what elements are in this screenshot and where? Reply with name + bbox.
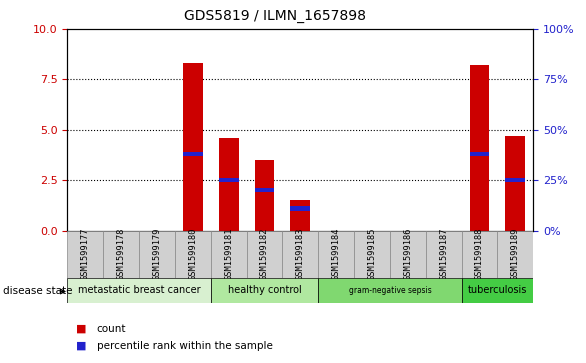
Bar [318, 231, 354, 278]
Bar [183, 152, 203, 156]
Text: GSM1599186: GSM1599186 [403, 228, 413, 280]
Text: GSM1599187: GSM1599187 [439, 228, 448, 280]
Bar [211, 231, 247, 278]
Bar [67, 278, 211, 303]
Text: GSM1599181: GSM1599181 [224, 228, 233, 280]
Bar [506, 136, 525, 231]
Text: metastatic breast cancer: metastatic breast cancer [78, 285, 200, 295]
Bar [282, 231, 318, 278]
Bar [291, 206, 310, 211]
Text: percentile rank within the sample: percentile rank within the sample [97, 340, 272, 351]
Text: GSM1599178: GSM1599178 [117, 228, 125, 280]
Text: GSM1599189: GSM1599189 [511, 228, 520, 280]
Text: disease state: disease state [3, 286, 73, 297]
Bar [462, 231, 498, 278]
Bar [255, 188, 274, 192]
Bar [469, 65, 489, 231]
Bar [211, 278, 318, 303]
Text: tuberculosis: tuberculosis [468, 285, 527, 295]
Text: gram-negative sepsis: gram-negative sepsis [349, 286, 431, 295]
Bar [247, 231, 282, 278]
Bar [139, 231, 175, 278]
Bar [354, 231, 390, 278]
Text: GSM1599177: GSM1599177 [81, 228, 90, 280]
Bar [498, 231, 533, 278]
Bar [103, 231, 139, 278]
Text: GSM1599179: GSM1599179 [152, 228, 162, 280]
Text: ■: ■ [76, 323, 87, 334]
Bar [318, 278, 462, 303]
Bar [175, 231, 211, 278]
Bar [219, 138, 239, 231]
Bar [291, 200, 310, 231]
Text: GSM1599184: GSM1599184 [332, 228, 340, 280]
Text: ■: ■ [76, 340, 87, 351]
Text: healthy control: healthy control [227, 285, 301, 295]
Bar [462, 278, 533, 303]
Text: GSM1599188: GSM1599188 [475, 228, 484, 280]
Bar [390, 231, 426, 278]
Text: count: count [97, 323, 126, 334]
Text: GSM1599183: GSM1599183 [296, 228, 305, 280]
Bar [469, 152, 489, 156]
Text: GSM1599182: GSM1599182 [260, 228, 269, 280]
Text: GSM1599185: GSM1599185 [367, 228, 376, 280]
Bar [506, 178, 525, 182]
Bar [67, 231, 103, 278]
Text: GSM1599180: GSM1599180 [188, 228, 197, 280]
Bar [219, 178, 239, 182]
Bar [183, 63, 203, 231]
Text: GDS5819 / ILMN_1657898: GDS5819 / ILMN_1657898 [185, 9, 366, 23]
Bar [255, 160, 274, 231]
Bar [426, 231, 462, 278]
